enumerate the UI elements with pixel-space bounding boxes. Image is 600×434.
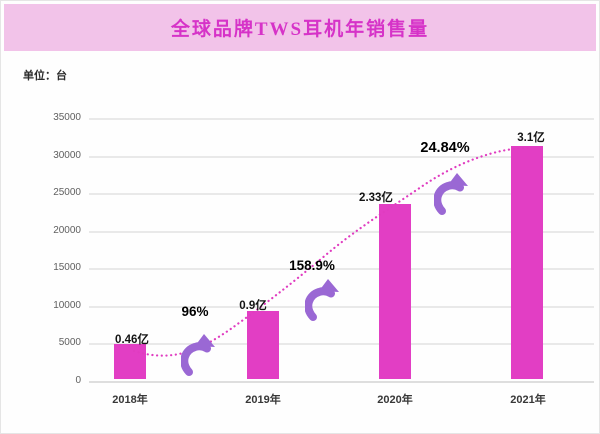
unit-label: 单位：台 bbox=[23, 70, 67, 82]
x-axis-label-2018: 2018年 bbox=[112, 394, 148, 406]
y-tick-label: 25000 bbox=[53, 187, 81, 198]
y-tick-label: 0 bbox=[75, 375, 81, 386]
growth-label: 96% bbox=[181, 304, 209, 319]
growth-label: 24.84% bbox=[420, 140, 470, 156]
gridline bbox=[89, 118, 594, 120]
x-axis-label-2020: 2020年 bbox=[377, 394, 413, 406]
y-tick-label: 20000 bbox=[53, 225, 81, 236]
bar-2018 bbox=[114, 344, 146, 379]
chart-title: 全球品牌TWS耳机年销售量 bbox=[170, 19, 430, 40]
y-tick-label: 5000 bbox=[58, 337, 81, 348]
y-tick-label: 10000 bbox=[53, 300, 81, 311]
y-tick-label: 30000 bbox=[53, 150, 81, 161]
x-axis-label-2021: 2021年 bbox=[510, 394, 546, 406]
bar-2021 bbox=[511, 146, 543, 379]
bar-value-label: 0.46亿 bbox=[115, 334, 149, 346]
growth-arrow-icon bbox=[180, 334, 217, 381]
bar-value-label: 2.33亿 bbox=[359, 192, 393, 204]
growth-label: 158.9% bbox=[289, 258, 335, 273]
growth-arrow-icon bbox=[304, 279, 341, 326]
bar-2019 bbox=[247, 311, 279, 379]
x-axis-line bbox=[89, 381, 594, 383]
y-tick-label: 15000 bbox=[53, 262, 81, 273]
growth-arrow-icon bbox=[433, 173, 470, 220]
x-axis-label-2019: 2019年 bbox=[245, 394, 281, 406]
bar-2020 bbox=[379, 204, 411, 379]
bar-value-label: 0.9亿 bbox=[239, 300, 267, 312]
bar-value-label: 3.1亿 bbox=[517, 132, 545, 144]
y-tick-label: 35000 bbox=[53, 112, 81, 123]
title-banner: 全球品牌TWS耳机年销售量 bbox=[4, 4, 596, 51]
